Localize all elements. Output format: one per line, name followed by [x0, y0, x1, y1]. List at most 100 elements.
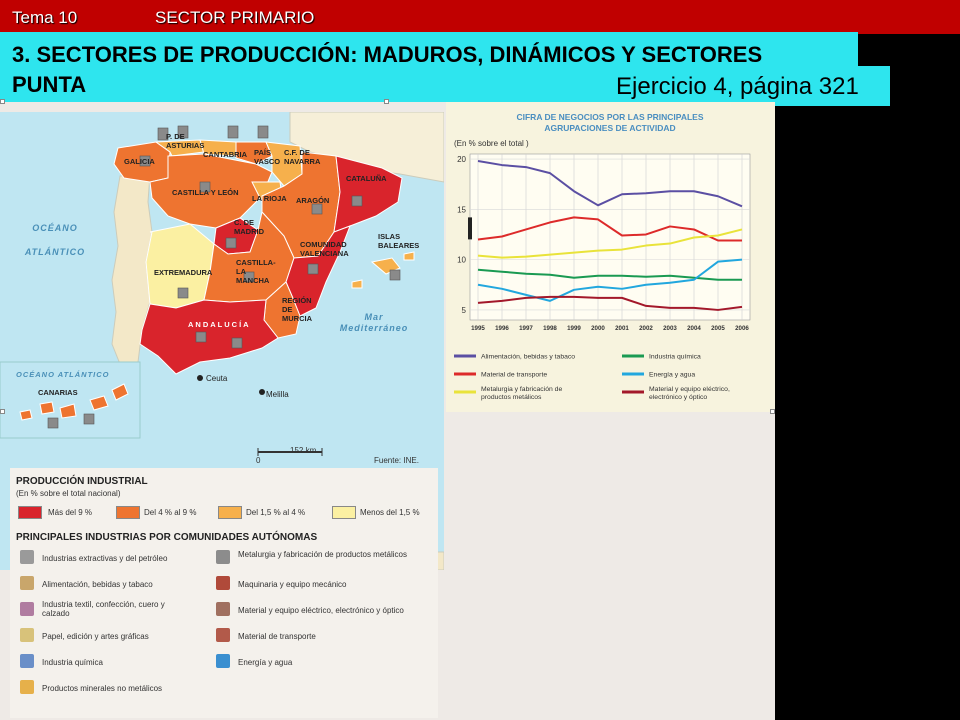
car-icon — [199, 181, 211, 193]
minerals-icon — [307, 263, 319, 275]
industry-label: Material de transporte — [238, 632, 316, 641]
x-tick-label: 1995 — [471, 325, 485, 332]
legend-label: Alimentación, bebidas y tabaco — [481, 354, 575, 361]
city-label: Melilla — [266, 390, 289, 399]
region-cataluna — [333, 155, 403, 233]
region-label: REGIÓN DE MURCIA — [282, 296, 312, 323]
canarias-island — [19, 409, 33, 421]
resize-handle[interactable] — [0, 99, 5, 104]
chart-title-line-2: AGRUPACIONES DE ACTIVIDAD — [544, 123, 675, 133]
exercise-box: Ejercicio 4, página 321 — [600, 66, 890, 106]
series-line — [477, 228, 743, 259]
melilla-dot — [259, 389, 265, 395]
sea-label-atlantic: OCÉANO ATLÁNTICO — [24, 223, 86, 257]
region-label: CANTABRIA — [203, 150, 248, 159]
x-tick-label: 2002 — [639, 325, 653, 332]
y-tick-label: 5 — [462, 306, 467, 315]
region-label: P. DE ASTURIAS — [166, 132, 205, 150]
blank-area — [446, 412, 775, 720]
sea-label-atlantic-inset: OCÉANO ATLÁNTICO — [16, 370, 110, 379]
energy-water-icon — [389, 269, 401, 281]
x-tick-label: 1996 — [495, 325, 509, 332]
region-label: PAÍS VASCO — [254, 148, 281, 166]
industries-title: PRINCIPALES INDUSTRIAS POR COMUNIDADES A… — [16, 532, 318, 543]
series-line — [477, 295, 743, 311]
energy-water-icon — [216, 654, 230, 668]
gear-wrench-icon — [216, 576, 230, 590]
x-tick-label: 2001 — [615, 325, 629, 332]
flask-icon — [20, 654, 34, 668]
region-baleares-ibiza — [351, 279, 363, 289]
region-baleares-menorca — [403, 251, 415, 261]
region-label: C. DE MADRID — [234, 218, 264, 236]
energy-water-icon — [231, 337, 243, 349]
industry-label: Productos minerales no metálicos — [42, 684, 163, 693]
region-label: CATALUÑA — [346, 174, 387, 183]
industry-label: Industrias extractivas y del petróleo — [42, 554, 168, 563]
paper-icon — [20, 628, 34, 642]
legend-swatch — [218, 506, 242, 519]
legend-swatch — [18, 506, 42, 519]
x-tick-label: 1998 — [543, 325, 557, 332]
legend-class-label: Del 1,5 % al 4 % — [246, 508, 306, 517]
legend-label: Metalurgia y fabricación de productos met… — [481, 386, 562, 401]
industry-label: Papel, edición y artes gráficas — [42, 632, 149, 641]
car-icon — [311, 203, 323, 215]
factory-icon — [177, 125, 189, 139]
chart-title-line-1: CIFRA DE NEGOCIOS POR LAS PRINCIPALES — [516, 112, 703, 122]
textbook-image[interactable]: GALICIA P. DE ASTURIAS CANTABRIA PAÍS VA… — [0, 102, 775, 720]
legend-label: Material y equipo eléctrico, electrónico … — [649, 386, 730, 401]
region-label: CANARIAS — [38, 388, 78, 397]
industry-label: Industria química — [42, 658, 103, 667]
map-legend: PRODUCCIÓN INDUSTRIAL (En % sobre el tot… — [10, 468, 438, 718]
region-pais-vasco — [235, 141, 273, 165]
legend-swatch — [332, 506, 356, 519]
canarias-island — [59, 403, 77, 419]
industry-label: Metalurgia y fabricación de productos me… — [238, 550, 407, 559]
region-label: LA RIOJA — [252, 194, 287, 203]
computer-icon — [225, 237, 237, 249]
flask-icon — [351, 195, 363, 207]
canarias-island — [39, 401, 55, 415]
y-tick-label: 15 — [457, 205, 466, 214]
legend-class-label: Del 4 % al 9 % — [144, 508, 197, 517]
series-line — [477, 160, 743, 208]
x-tick-label: 2006 — [735, 325, 749, 332]
y-tick-label: 10 — [457, 256, 466, 265]
region-label: ARAGÓN — [296, 196, 330, 205]
legend-swatch — [116, 506, 140, 519]
series-line — [477, 258, 743, 302]
resize-handle[interactable] — [384, 99, 389, 104]
food-icon — [139, 155, 151, 167]
region-label: EXTREMADURA — [154, 268, 213, 277]
industry-label: Maquinaria y equipo mecánico — [238, 580, 347, 589]
chart-ylabel: (En % sobre el total ) — [454, 139, 529, 148]
map-source: Fuente: INE. — [374, 456, 419, 465]
topic-label: Tema 10 — [12, 8, 78, 27]
legend-title: PRODUCCIÓN INDUSTRIAL — [16, 476, 148, 487]
exercise-reference: Ejercicio 4, página 321 — [616, 73, 859, 100]
legend-label: Material de transporte — [481, 372, 547, 379]
resize-handle[interactable] — [0, 409, 5, 414]
x-tick-label: 2004 — [687, 325, 701, 332]
computer-icon — [216, 602, 230, 616]
y-tick-label: 20 — [457, 155, 466, 164]
oil-rig-icon — [157, 127, 169, 141]
food-icon — [177, 287, 189, 299]
legend-class-label: Menos del 1,5 % — [360, 508, 420, 517]
oil-rig-icon — [20, 550, 34, 564]
region-asturias — [154, 139, 205, 157]
industry-label: Alimentación, bebidas y tabaco — [42, 580, 153, 589]
sea-label-mediterranean: Mar Mediterráneo — [339, 312, 409, 333]
industry-label: Material y equipo eléctrico, electrónico… — [238, 606, 404, 615]
food-icon — [83, 413, 95, 425]
chart-panel: CIFRA DE NEGOCIOS POR LAS PRINCIPALES AG… — [446, 102, 775, 412]
car-icon — [216, 628, 230, 642]
legend-subtitle: (En % sobre el total nacional) — [16, 489, 121, 498]
region-label: C.F. DE NAVARRA — [284, 148, 321, 166]
x-tick-label: 2003 — [663, 325, 677, 332]
region-label: COMUNIDAD VALENCIANA — [300, 240, 349, 258]
factory-icon — [216, 550, 230, 564]
resize-handle[interactable] — [770, 409, 775, 414]
region-label: ISLAS BALEARES — [378, 232, 420, 250]
